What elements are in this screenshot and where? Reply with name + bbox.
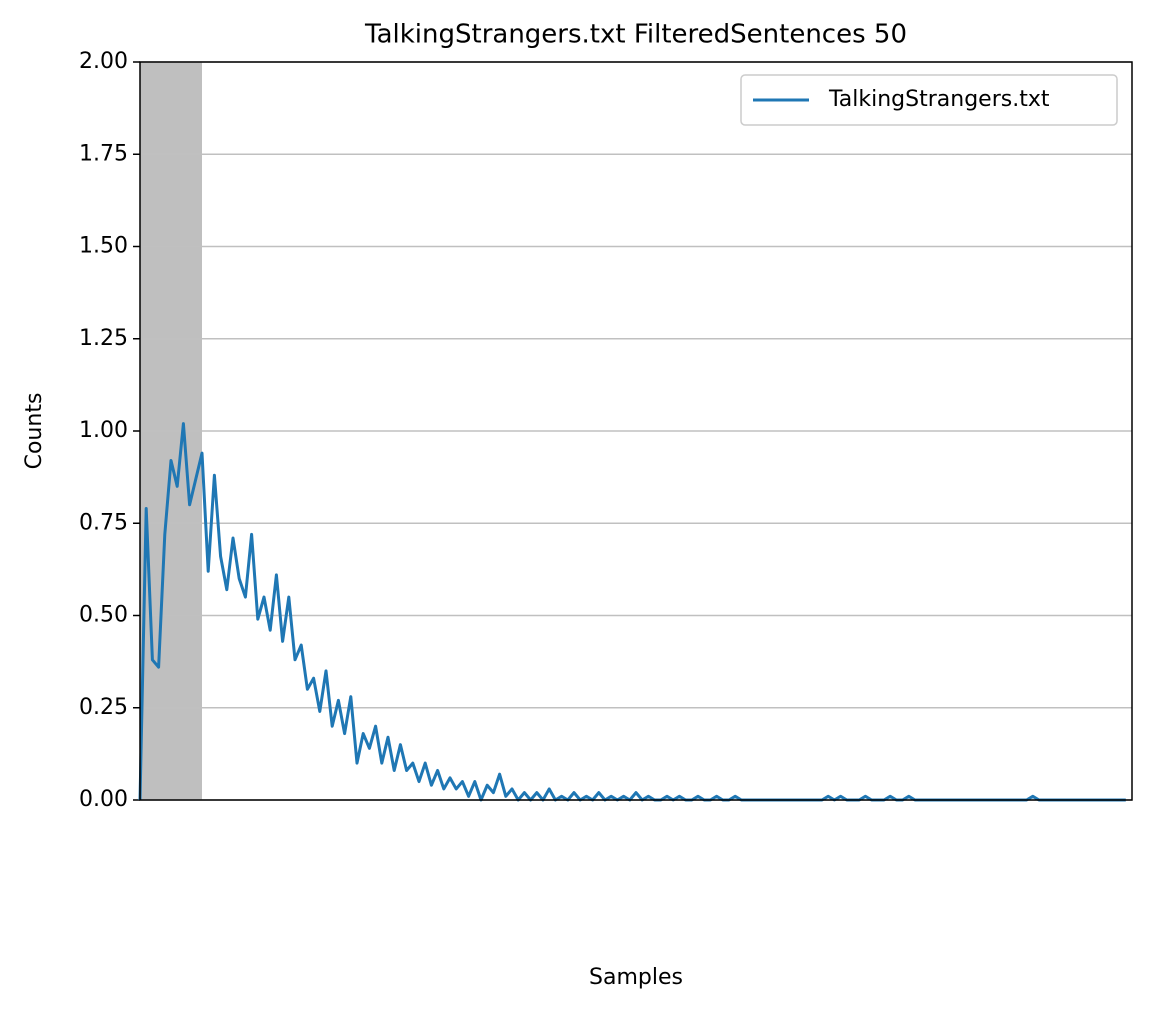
y-tick-label: 1.75 [79,141,128,166]
x-axis-label: Samples [589,965,683,990]
legend-label: TalkingStrangers.txt [828,87,1050,112]
y-tick-label: 0.25 [79,695,128,720]
y-tick-label: 0.75 [79,510,128,535]
y-axis-label: Counts [22,393,47,470]
y-tick-label: 1.00 [79,418,128,443]
legend-box [740,74,1118,126]
y-tick-label: 1.25 [79,326,128,351]
plot-frame [139,61,1133,801]
y-tick-label: 1.50 [79,234,128,259]
y-tick-label: 0.00 [79,787,128,812]
y-tick-label: 0.50 [79,603,128,628]
y-tick-label: 2.00 [79,49,128,74]
data-line [138,422,1126,802]
chart-title: TalkingStrangers.txt FilteredSentences 5… [364,20,907,50]
